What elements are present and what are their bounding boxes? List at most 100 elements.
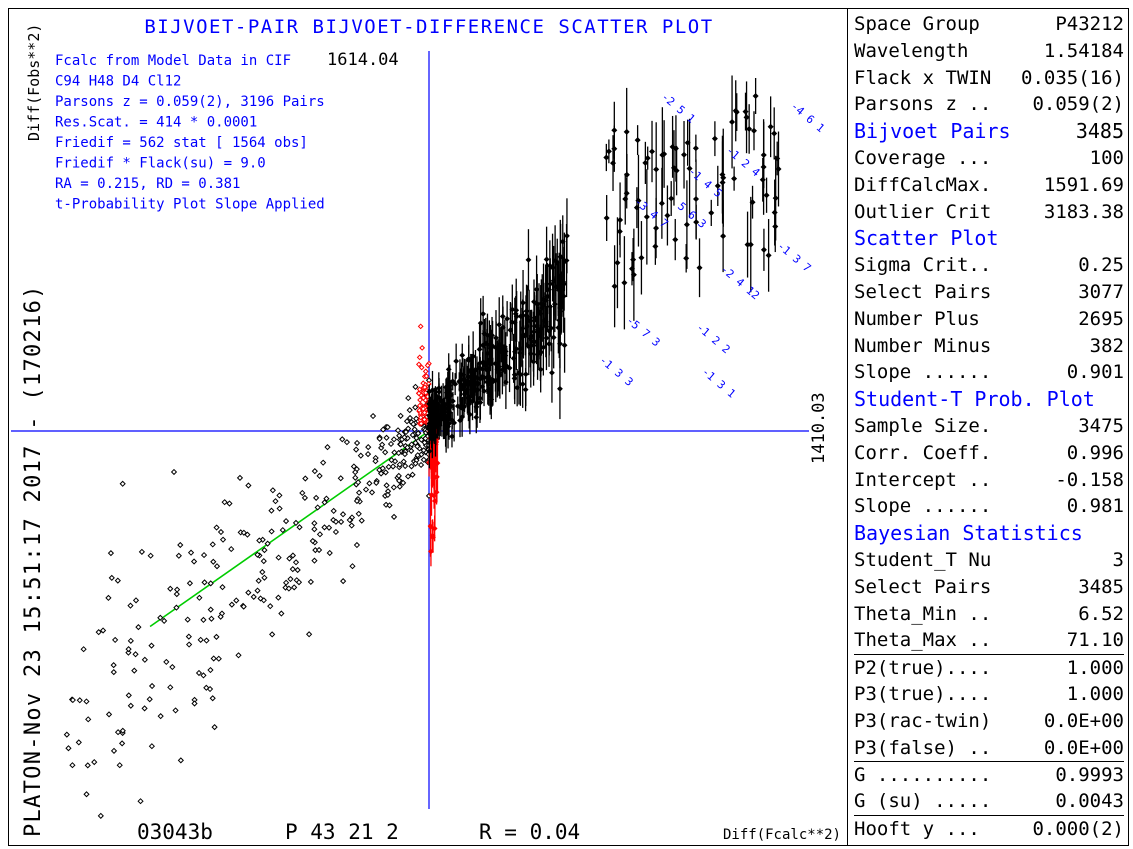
data-point bbox=[321, 499, 328, 506]
data-point bbox=[390, 513, 398, 520]
data-point bbox=[396, 461, 403, 468]
panel-label: Student-T Prob. Plot bbox=[854, 387, 1095, 412]
info-line: C94 H48 D4 Cl12 bbox=[55, 74, 181, 90]
data-point bbox=[763, 192, 770, 199]
data-point bbox=[349, 563, 356, 570]
data-point bbox=[279, 526, 286, 534]
fit-line bbox=[149, 430, 430, 628]
data-point bbox=[402, 462, 409, 470]
panel-label: Space Group bbox=[854, 13, 980, 35]
outlier-label: -1 3 3 bbox=[597, 353, 636, 389]
data-point bbox=[525, 343, 532, 350]
panel-row: Coverage ... 100 bbox=[854, 145, 1124, 171]
panel-value: 3 bbox=[1112, 549, 1124, 571]
data-point bbox=[692, 145, 699, 152]
panel-value: 0.901 bbox=[1066, 361, 1124, 384]
data-point bbox=[417, 323, 424, 330]
data-point bbox=[412, 460, 419, 467]
panel-value: P43212 bbox=[1055, 13, 1124, 35]
data-point bbox=[119, 727, 126, 734]
info-line: t-Probability Plot Slope Applied bbox=[55, 197, 325, 213]
data-point bbox=[771, 130, 778, 137]
data-point bbox=[187, 549, 195, 556]
data-point bbox=[417, 461, 425, 469]
outlier-label: 5 6 3 bbox=[675, 200, 709, 231]
data-point bbox=[200, 672, 207, 679]
data-point bbox=[295, 579, 303, 586]
data-point bbox=[186, 580, 194, 587]
panel-row: Outlier Crit 3183.38 bbox=[854, 199, 1124, 225]
data-point bbox=[235, 652, 242, 659]
data-point bbox=[621, 279, 628, 286]
data-point bbox=[105, 594, 112, 602]
data-point bbox=[447, 403, 454, 410]
data-point bbox=[332, 528, 340, 536]
data-point bbox=[549, 369, 555, 376]
panel-row: Number Minus 382 bbox=[854, 333, 1124, 359]
panel-value: 3183.38 bbox=[1043, 200, 1124, 223]
data-point bbox=[276, 505, 283, 512]
data-point bbox=[435, 385, 442, 392]
data-point bbox=[396, 477, 403, 484]
data-point bbox=[228, 601, 235, 608]
data-point bbox=[138, 548, 146, 555]
data-point bbox=[254, 587, 261, 594]
data-point bbox=[406, 414, 414, 422]
data-point bbox=[244, 531, 251, 538]
panel-label: Bijvoet Pairs bbox=[854, 119, 1011, 144]
data-point bbox=[125, 692, 132, 699]
data-point bbox=[175, 552, 182, 559]
data-point bbox=[404, 444, 411, 451]
data-point bbox=[161, 617, 168, 625]
data-point bbox=[311, 526, 318, 533]
data-point bbox=[643, 213, 650, 220]
data-point bbox=[418, 451, 425, 458]
data-point bbox=[146, 696, 153, 703]
data-point bbox=[221, 499, 228, 506]
panel-label: P3(false) .. bbox=[854, 736, 992, 759]
panel-value: 2695 bbox=[1078, 307, 1124, 330]
data-point bbox=[760, 246, 767, 253]
data-point bbox=[264, 540, 271, 547]
data-point bbox=[416, 354, 423, 361]
data-point bbox=[65, 745, 72, 752]
data-point bbox=[720, 174, 727, 181]
data-point bbox=[391, 458, 399, 465]
panel-label: DiffCalcMax. bbox=[854, 173, 992, 196]
data-point bbox=[209, 541, 216, 548]
data-point bbox=[346, 516, 353, 524]
panel-value: 0.0E+00 bbox=[1043, 709, 1124, 732]
data-point bbox=[453, 358, 460, 365]
data-point bbox=[400, 479, 407, 486]
panel-row: DiffCalcMax. 1591.69 bbox=[854, 172, 1124, 198]
data-point bbox=[623, 190, 630, 197]
data-point bbox=[169, 663, 176, 671]
data-point bbox=[664, 212, 671, 219]
data-point bbox=[127, 602, 134, 609]
panel-value: 6.52 bbox=[1078, 602, 1124, 625]
panel-value: 1591.69 bbox=[1043, 173, 1124, 196]
data-point bbox=[417, 397, 423, 403]
data-point bbox=[559, 238, 566, 245]
info-line: Parsons z = 0.059(2), 3196 Pairs bbox=[55, 94, 325, 110]
data-point bbox=[746, 125, 753, 132]
data-point bbox=[315, 546, 323, 554]
data-point bbox=[69, 762, 76, 769]
outlier-label: -4 6 1 bbox=[788, 100, 827, 136]
data-point bbox=[357, 452, 364, 459]
data-point bbox=[394, 427, 402, 434]
data-point bbox=[69, 696, 76, 704]
data-point bbox=[420, 405, 427, 412]
panel-row: Wavelength 1.54184 bbox=[854, 38, 1124, 64]
data-point bbox=[195, 669, 203, 677]
data-point bbox=[282, 579, 290, 586]
data-point bbox=[452, 381, 459, 387]
data-point bbox=[210, 655, 217, 662]
data-point bbox=[85, 716, 92, 723]
data-point bbox=[250, 593, 257, 600]
panel-label: Flack x TWIN bbox=[854, 66, 992, 89]
panel-value: 1.000 bbox=[1066, 657, 1124, 680]
data-point bbox=[413, 434, 420, 442]
data-point bbox=[325, 524, 333, 531]
data-point bbox=[287, 575, 294, 583]
